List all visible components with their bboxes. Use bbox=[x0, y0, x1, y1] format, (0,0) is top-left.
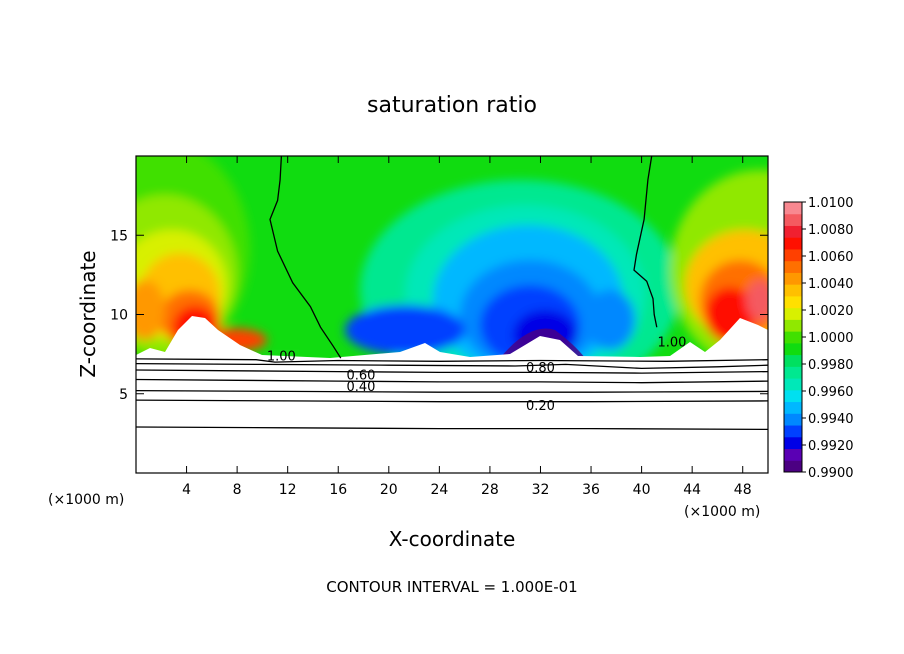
colorbar: 1.0100 1.0080 1.0060 1.0040 1.0020 1.0000 0.99… bbox=[783, 196, 854, 481]
colorbar-swatch bbox=[784, 354, 802, 367]
contour-label: 0.40 bbox=[347, 380, 376, 395]
saturation-field bbox=[136, 156, 768, 473]
colorbar-swatch bbox=[784, 272, 802, 285]
contour-label: 0.60 bbox=[347, 369, 376, 384]
x-axis-ticks: 4 8 12 16 20 24 28 32 36 40 44 48 bbox=[182, 156, 752, 498]
colorbar-swatch bbox=[784, 213, 802, 226]
colorbar-swatch bbox=[784, 284, 802, 297]
contour-line bbox=[136, 389, 768, 393]
contour-line bbox=[136, 362, 768, 370]
colorbar-label: 0.9940 bbox=[808, 412, 854, 427]
x-tick-label: 16 bbox=[329, 482, 347, 498]
x-tick-label: 48 bbox=[734, 482, 752, 498]
colorbar-label: 1.0040 bbox=[808, 277, 854, 292]
colorbar-swatch bbox=[784, 225, 802, 238]
contour-line bbox=[136, 399, 768, 403]
colorbar-swatch bbox=[784, 202, 802, 215]
colorbar-label: 1.0020 bbox=[808, 304, 854, 319]
colorbar-swatch bbox=[784, 389, 802, 403]
colorbar-swatch bbox=[784, 436, 802, 450]
y-tick-label: 15 bbox=[110, 228, 128, 244]
y-axis-ticks: 5 10 15 bbox=[110, 228, 768, 403]
x-tick-label: 32 bbox=[532, 482, 550, 498]
y-tick-label: 5 bbox=[119, 387, 128, 403]
colorbar-swatch bbox=[784, 319, 802, 332]
contour-lines: 1.00 1.00 0.80 0.600.40 0.20 bbox=[136, 156, 768, 431]
y-axis-label: Z-coordinate bbox=[76, 250, 100, 377]
colorbar-label: 1.0000 bbox=[808, 331, 854, 346]
y-tick-label: 10 bbox=[110, 308, 128, 324]
chart-title: saturation ratio bbox=[367, 93, 537, 118]
x-tick-label: 36 bbox=[582, 482, 600, 498]
contour-label: 0.80 bbox=[526, 361, 555, 376]
contour-line bbox=[136, 378, 768, 384]
colorbar-swatch bbox=[784, 237, 802, 250]
x-unit-left: (×1000 m) bbox=[48, 492, 124, 508]
x-unit-right: (×1000 m) bbox=[684, 504, 760, 520]
colorbar-swatch bbox=[784, 342, 802, 356]
colorbar-swatch bbox=[784, 331, 802, 344]
colorbar-label: 0.9960 bbox=[808, 385, 854, 400]
colorbar-label: 0.9900 bbox=[808, 466, 854, 481]
colorbar-label: 1.0060 bbox=[808, 250, 854, 265]
x-tick-label: 24 bbox=[430, 482, 448, 498]
contour-interval-note: CONTOUR INTERVAL = 1.000E-01 bbox=[326, 578, 577, 596]
x-tick-label: 8 bbox=[233, 482, 242, 498]
contour-line bbox=[633, 156, 658, 328]
contour-label: 1.00 bbox=[657, 335, 686, 350]
colorbar-label: 0.9980 bbox=[808, 358, 854, 373]
colorbar-swatch bbox=[784, 413, 802, 426]
contour-line bbox=[136, 369, 768, 374]
x-tick-label: 40 bbox=[633, 482, 651, 498]
colorbar-swatch bbox=[784, 425, 802, 438]
colorbar-swatch bbox=[784, 260, 802, 273]
x-tick-label: 4 bbox=[182, 482, 191, 498]
colorbar-swatch bbox=[784, 460, 802, 473]
x-tick-label: 12 bbox=[279, 482, 297, 498]
colorbar-swatch bbox=[784, 448, 802, 461]
x-tick-label: 44 bbox=[683, 482, 701, 498]
contour-line bbox=[136, 358, 768, 363]
contour-label: 1.00 bbox=[267, 350, 296, 365]
colorbar-swatch bbox=[784, 366, 802, 379]
colorbar-swatch bbox=[784, 307, 802, 320]
colorbar-label: 0.9920 bbox=[808, 439, 854, 454]
contour-line bbox=[136, 426, 768, 431]
x-axis-label: X-coordinate bbox=[389, 527, 516, 551]
x-tick-label: 20 bbox=[380, 482, 398, 498]
colorbar-swatch bbox=[784, 378, 802, 391]
x-tick-label: 28 bbox=[481, 482, 499, 498]
colorbar-swatch bbox=[784, 248, 802, 262]
colorbar-swatch bbox=[784, 401, 802, 414]
colorbar-swatch bbox=[784, 295, 802, 309]
colorbar-label: 1.0100 bbox=[808, 196, 854, 211]
contour-line bbox=[269, 156, 342, 359]
contour-label: 0.20 bbox=[526, 399, 555, 414]
colorbar-label: 1.0080 bbox=[808, 223, 854, 238]
